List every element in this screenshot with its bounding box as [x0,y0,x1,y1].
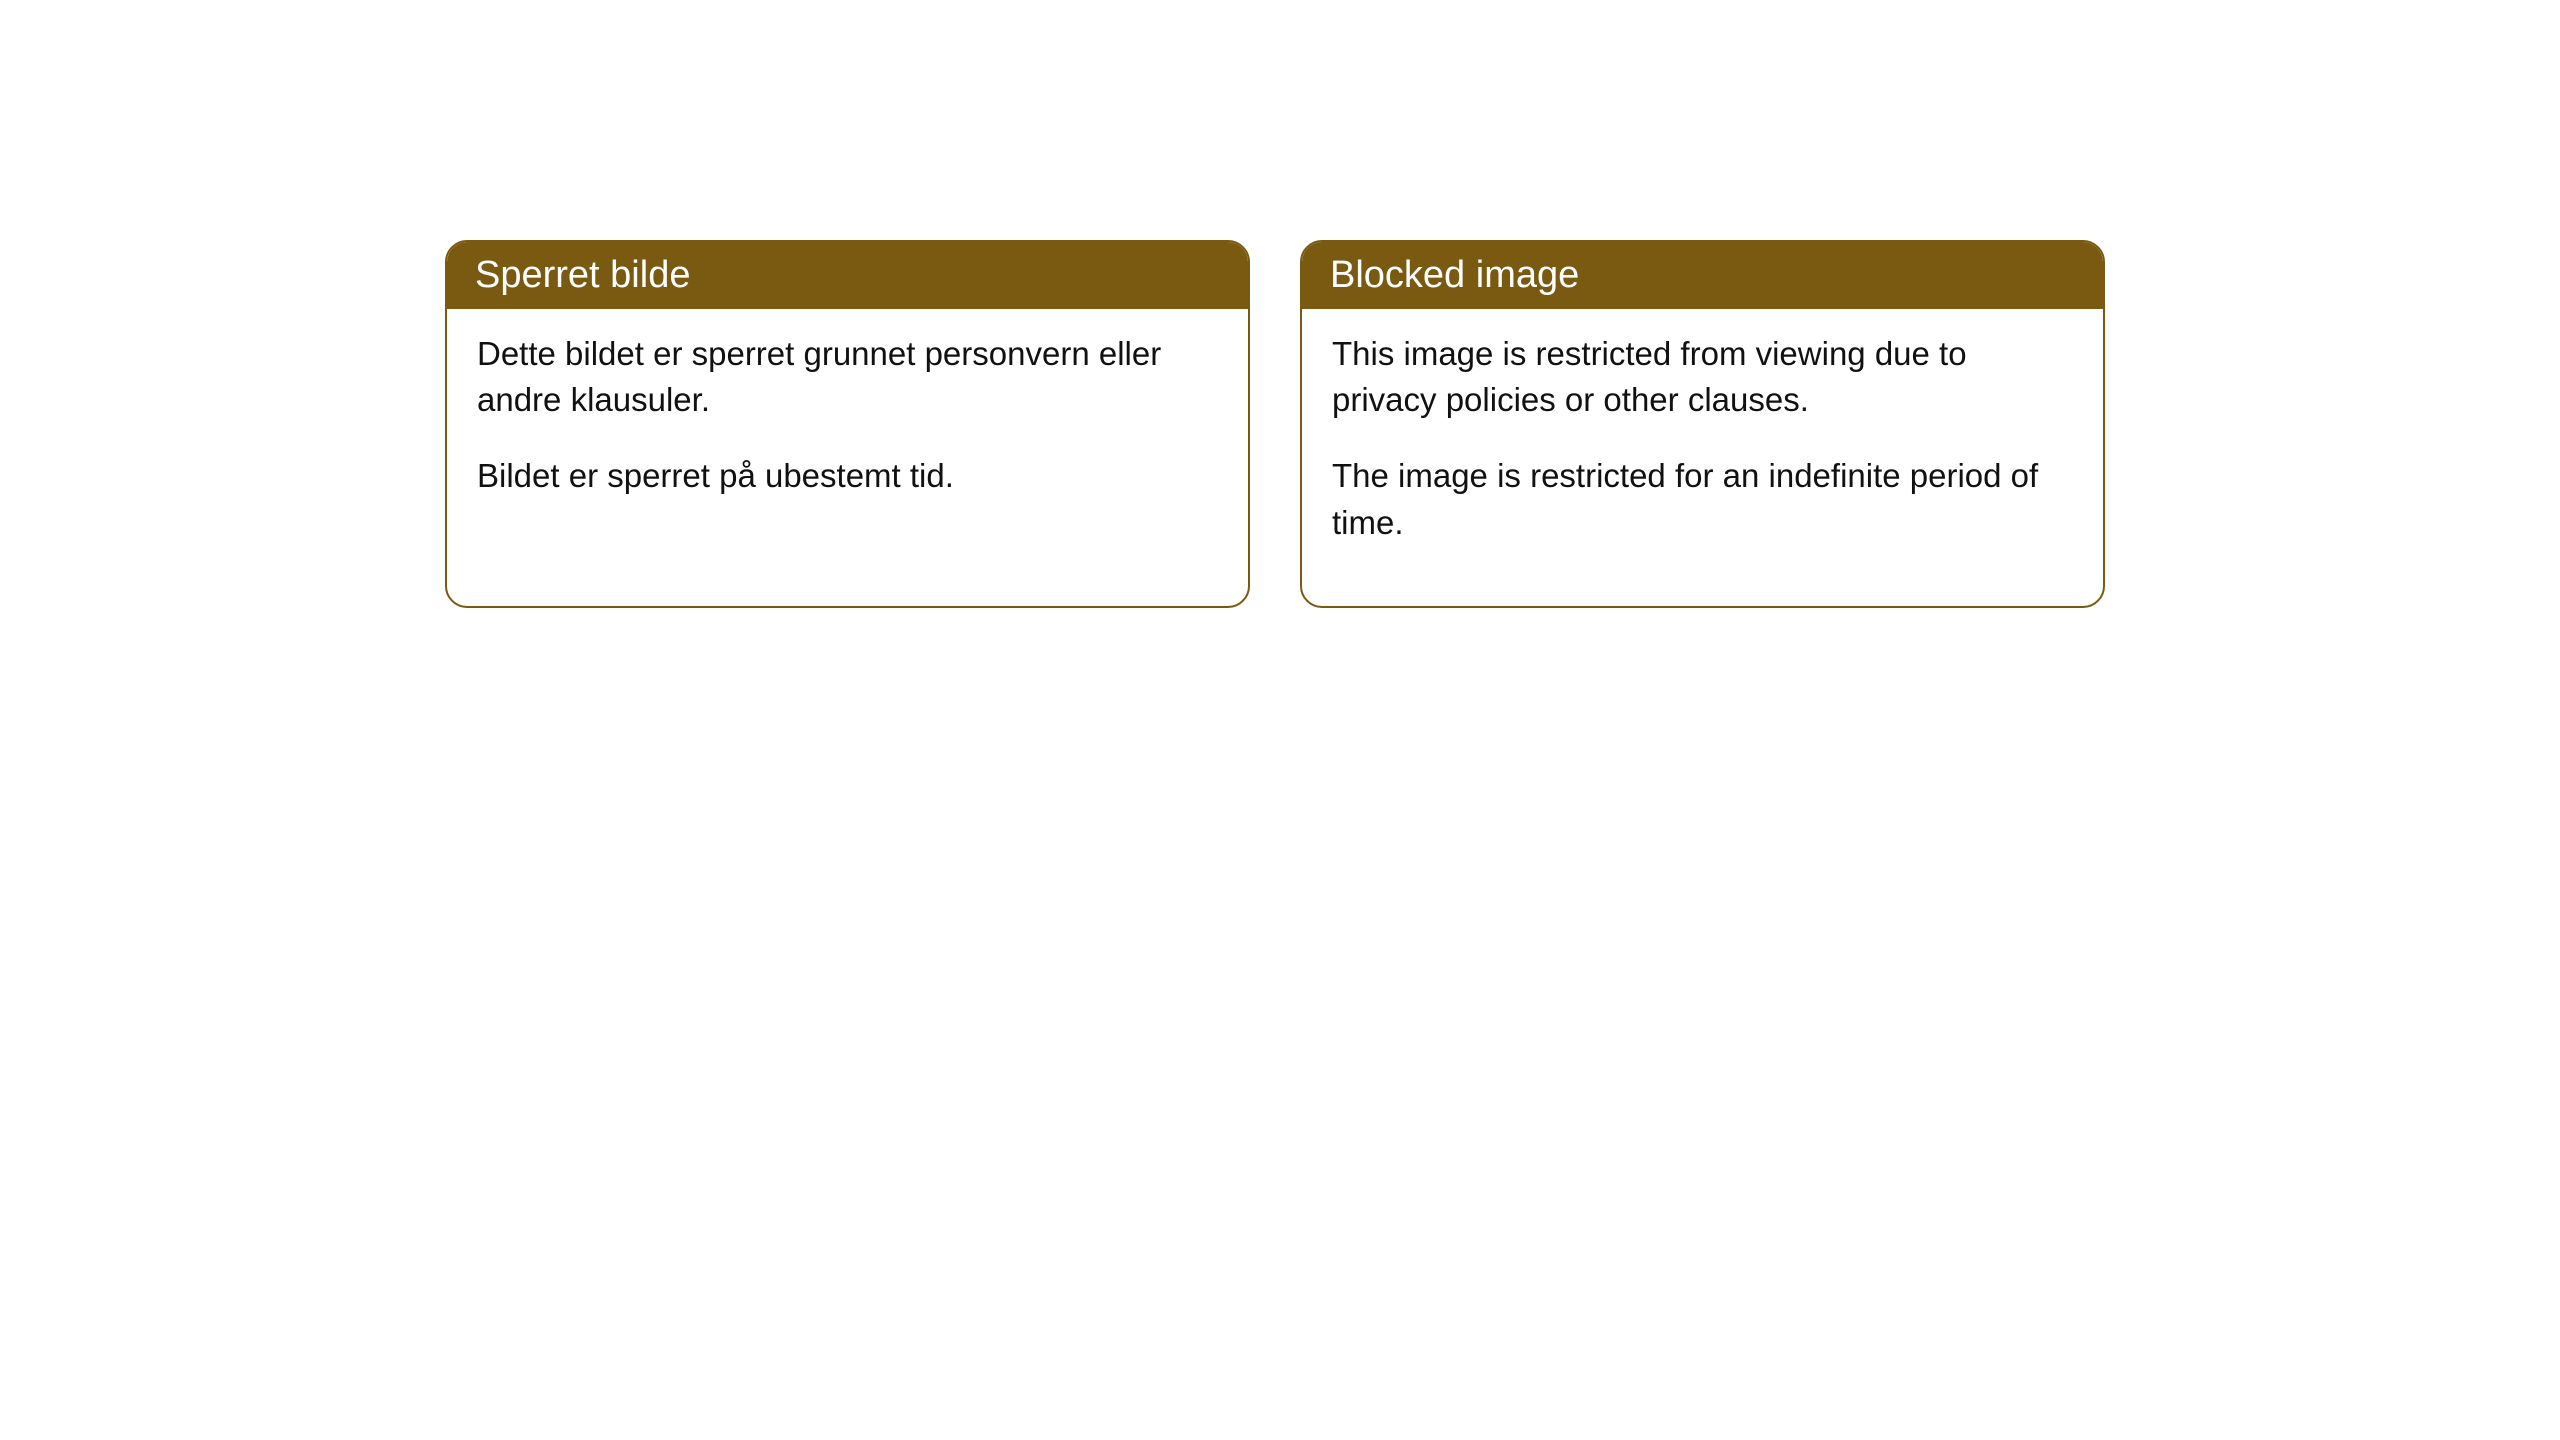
card-title: Sperret bilde [475,254,690,296]
card-paragraph: This image is restricted from viewing du… [1332,331,2073,423]
blocked-image-card-no: Sperret bilde Dette bildet er sperret gr… [445,240,1250,608]
card-title: Blocked image [1330,254,1579,296]
card-paragraph: The image is restricted for an indefinit… [1332,453,2073,545]
card-header-no: Sperret bilde [447,242,1248,309]
blocked-image-card-en: Blocked image This image is restricted f… [1300,240,2105,608]
card-paragraph: Bildet er sperret på ubestemt tid. [477,453,1218,499]
card-paragraph: Dette bildet er sperret grunnet personve… [477,331,1218,423]
notice-cards-container: Sperret bilde Dette bildet er sperret gr… [0,0,2560,608]
card-body-no: Dette bildet er sperret grunnet personve… [447,309,1248,560]
card-header-en: Blocked image [1302,242,2103,309]
card-body-en: This image is restricted from viewing du… [1302,309,2103,606]
